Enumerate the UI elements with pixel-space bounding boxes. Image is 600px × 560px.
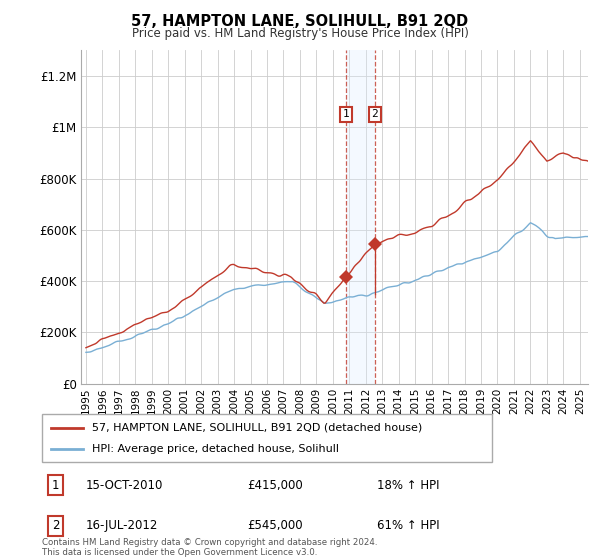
Text: 1: 1: [343, 109, 349, 119]
Text: 2: 2: [52, 519, 59, 532]
FancyBboxPatch shape: [42, 414, 492, 462]
Text: Contains HM Land Registry data © Crown copyright and database right 2024.
This d: Contains HM Land Registry data © Crown c…: [42, 538, 377, 557]
Text: 2: 2: [371, 109, 378, 119]
Text: 57, HAMPTON LANE, SOLIHULL, B91 2QD (detached house): 57, HAMPTON LANE, SOLIHULL, B91 2QD (det…: [92, 423, 422, 433]
Text: 57, HAMPTON LANE, SOLIHULL, B91 2QD: 57, HAMPTON LANE, SOLIHULL, B91 2QD: [131, 14, 469, 29]
Text: 1: 1: [52, 479, 59, 492]
Text: £415,000: £415,000: [247, 479, 303, 492]
Text: 16-JUL-2012: 16-JUL-2012: [85, 519, 158, 532]
Text: £545,000: £545,000: [247, 519, 303, 532]
Bar: [346, 50, 374, 384]
Text: HPI: Average price, detached house, Solihull: HPI: Average price, detached house, Soli…: [92, 444, 338, 454]
Text: Price paid vs. HM Land Registry's House Price Index (HPI): Price paid vs. HM Land Registry's House …: [131, 27, 469, 40]
Text: 61% ↑ HPI: 61% ↑ HPI: [377, 519, 439, 532]
Text: 15-OCT-2010: 15-OCT-2010: [85, 479, 163, 492]
Text: 18% ↑ HPI: 18% ↑ HPI: [377, 479, 439, 492]
